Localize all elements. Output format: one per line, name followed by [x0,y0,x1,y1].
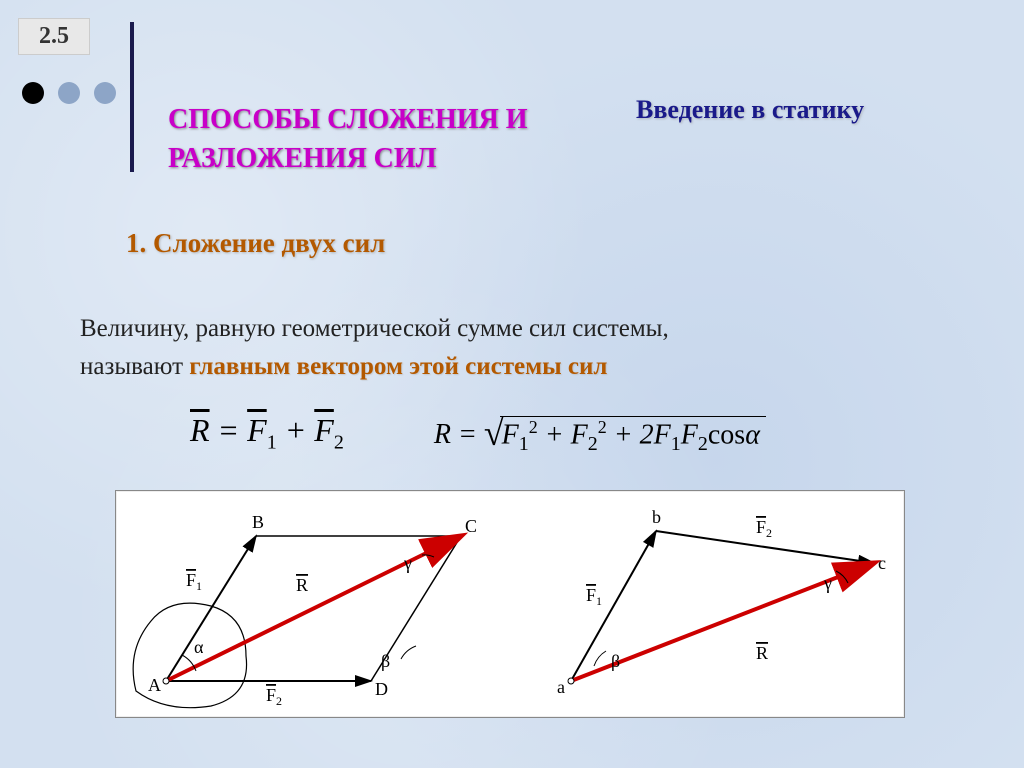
svg-text:B: B [252,512,264,532]
svg-text:a: a [557,677,565,697]
svg-text:γ: γ [823,573,832,593]
svg-text:D: D [375,679,388,699]
magnitude-formula: R = F12 + F22 + 2F1F2cosα [434,410,766,456]
section-heading: 1. Сложение двух сил [126,228,385,259]
main-title: СПОСОБЫ СЛОЖЕНИЯ И РАЗЛОЖЕНИЯ СИЛ [168,100,528,178]
svg-text:β: β [381,651,390,671]
title-line-2: РАЗЛОЖЕНИЯ СИЛ [168,139,528,178]
dot-2 [58,82,80,104]
svg-text:A: A [148,675,161,695]
formula-row: R = F1 + F2 R = F12 + F22 + 2F1F2cosα [190,410,766,456]
svg-text:C: C [465,516,477,536]
svg-text:β: β [611,651,620,671]
svg-text:γ: γ [403,553,412,573]
subtitle: Введение в статику [636,95,864,125]
body-line-1: Величину, равную геометрической сумме си… [80,310,669,348]
vector-formula: R = F1 + F2 [190,412,344,454]
body-line-2: называют главным вектором этой системы с… [80,348,669,386]
svg-text:b: b [652,507,661,527]
highlight-term: главным вектором этой системы сил [189,353,607,380]
dot-3 [94,82,116,104]
svg-text:c: c [878,553,886,573]
dot-1 [22,82,44,104]
svg-text:R: R [756,643,768,663]
svg-text:F1: F1 [586,585,602,608]
body-text: Величину, равную геометрической сумме си… [80,310,669,385]
title-line-1: СПОСОБЫ СЛОЖЕНИЯ И [168,100,528,139]
diagram-container: A B C D F1 F2 Rα γ β a b c F1 F2 Rβ γ [115,490,905,718]
svg-text:R: R [296,575,308,595]
svg-text:F2: F2 [266,685,282,708]
svg-text:F1: F1 [186,570,202,593]
decorative-dots [22,82,116,104]
force-diagram: A B C D F1 F2 Rα γ β a b c F1 F2 Rβ γ [116,491,904,717]
svg-text:α: α [194,637,204,657]
section-number: 2.5 [18,18,90,55]
vertical-divider [130,22,134,172]
svg-text:F2: F2 [756,517,772,540]
